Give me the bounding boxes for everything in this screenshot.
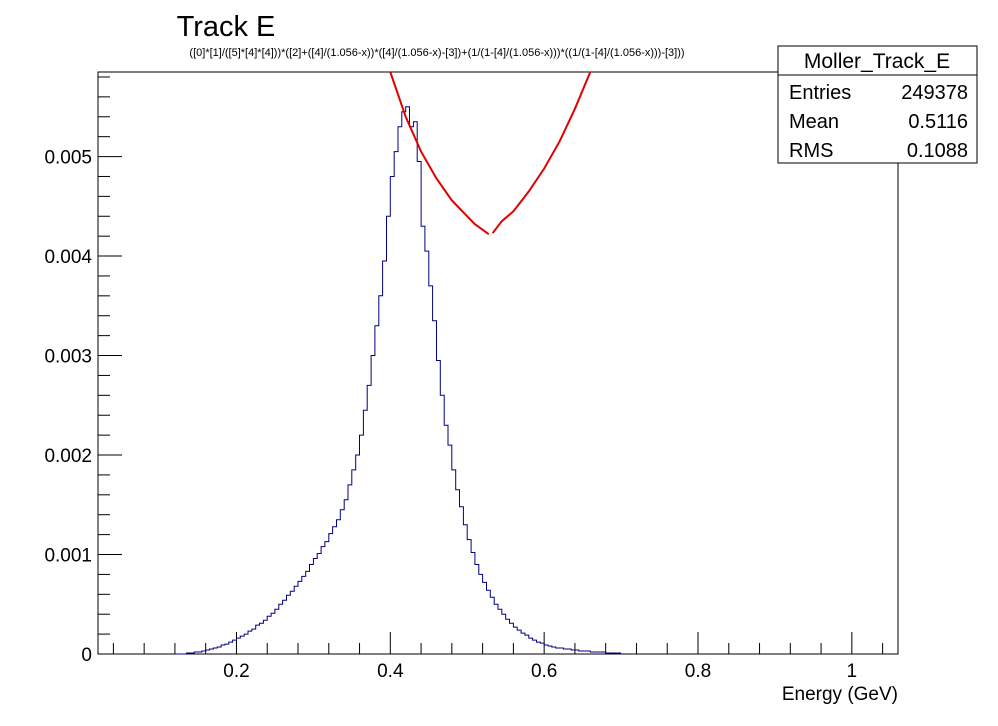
stats-mean-value: 0.5116 <box>908 111 968 133</box>
y-tick-label: 0.005 <box>44 148 92 169</box>
stats-box-frame <box>777 45 978 164</box>
x-tick-label: 0.2 <box>223 661 249 682</box>
y-tick-label: 0 <box>81 645 92 666</box>
stats-box: Moller_Track_E Entries 249378 Mean 0.511… <box>777 45 978 164</box>
histogram-series <box>174 106 622 655</box>
fit-curve-right <box>491 71 592 234</box>
y-axis: 0 0.001 0.002 0.003 0.004 0.005 <box>44 76 122 666</box>
stats-rms-label: RMS <box>789 140 833 162</box>
fit-curve-left <box>389 71 490 236</box>
stats-mean-label: Mean <box>789 111 839 133</box>
x-tick-label: 1 <box>847 661 858 682</box>
plot-frame <box>97 71 899 655</box>
stats-entries-value: 249378 <box>901 82 968 104</box>
fit-formula-subtitle: ([0]*[1]/([5]*[4]*[4]))*([2]+([4]/(1.056… <box>189 47 684 59</box>
y-tick-label: 0.002 <box>44 446 92 467</box>
x-axis: 0.2 0.4 0.6 0.8 1 <box>112 632 884 682</box>
stats-box-title: Moller_Track_E <box>804 50 950 73</box>
x-tick-label: 0.8 <box>685 661 711 682</box>
stats-rms-value: 0.1088 <box>907 140 968 162</box>
y-tick-label: 0.004 <box>44 247 92 268</box>
y-tick-label: 0.001 <box>44 546 92 567</box>
x-axis-label: Energy (GeV) <box>782 684 898 705</box>
x-tick-label: 0.6 <box>531 661 557 682</box>
y-tick-label: 0.003 <box>44 347 92 368</box>
chart-title: Track E <box>177 11 276 43</box>
stats-entries-label: Entries <box>789 82 851 104</box>
x-tick-label: 0.4 <box>377 661 404 682</box>
